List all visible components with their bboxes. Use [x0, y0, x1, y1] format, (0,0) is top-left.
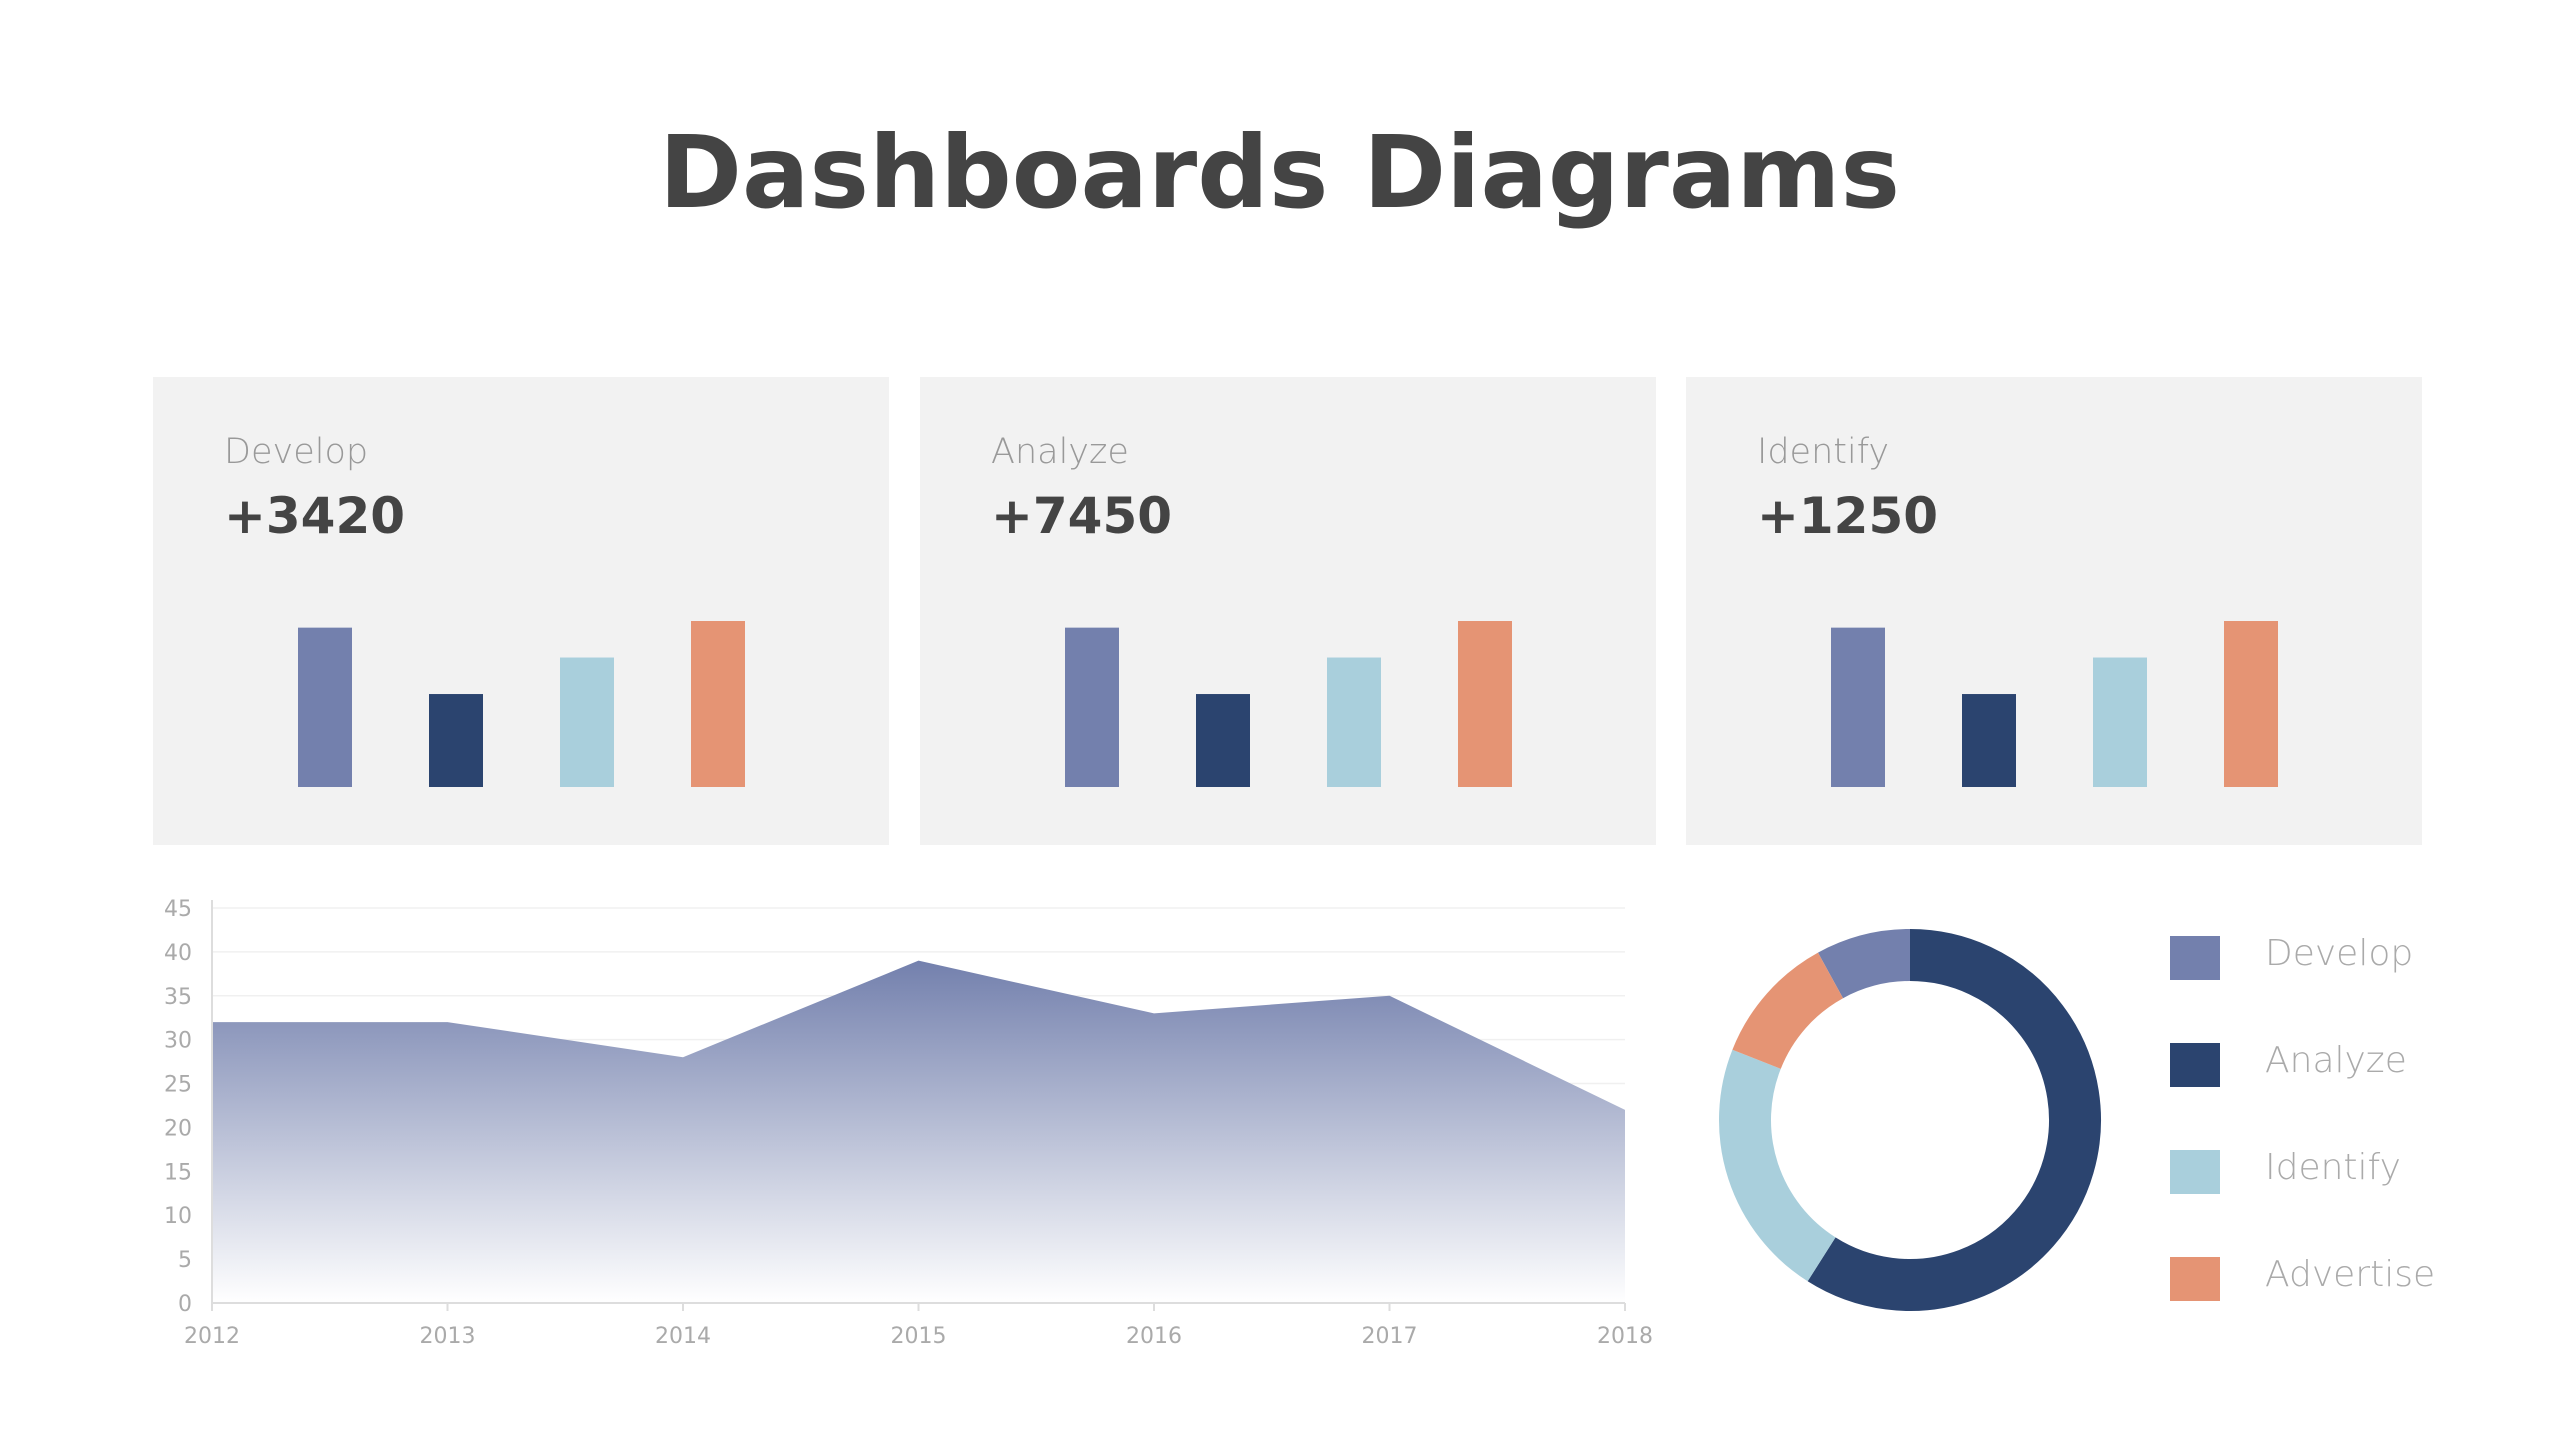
card-value: +3420 — [224, 487, 406, 545]
legend-swatch — [2170, 1150, 2220, 1194]
card-bar-advertise — [1458, 621, 1512, 787]
card-bar-chart — [298, 621, 745, 787]
donut-slice-develop — [1817, 929, 1911, 999]
y-tick-label: 10 — [164, 1204, 192, 1229]
card-bar-analyze — [1196, 694, 1250, 787]
x-tick-label: 2015 — [891, 1324, 947, 1349]
card-bar-identify — [1327, 657, 1381, 787]
legend-label: Identify — [2265, 1147, 2401, 1188]
card-bar-analyze — [429, 694, 483, 787]
legend-label: Analyze — [2265, 1040, 2407, 1081]
card-label: Develop — [224, 432, 369, 472]
legend-swatch — [2170, 1043, 2220, 1087]
y-tick-label: 15 — [164, 1160, 192, 1185]
y-tick-label: 40 — [164, 941, 192, 966]
legend-label: Advertise — [2265, 1254, 2436, 1295]
legend-item-analyze: Analyze — [2170, 1037, 2559, 1097]
donut-chart — [1719, 929, 2101, 1311]
donut-slice-identify — [1719, 1049, 1837, 1282]
legend-item-identify: Identify — [2170, 1144, 2559, 1204]
card-bar-chart — [1831, 621, 2278, 787]
card-bar-identify — [560, 657, 614, 787]
legend-swatch — [2170, 1257, 2220, 1301]
card-label: Analyze — [991, 432, 1129, 472]
card-label: Identify — [1757, 432, 1890, 472]
card-identify: Identify +1250 — [1686, 377, 2422, 845]
legend-label: Develop — [2265, 933, 2414, 974]
x-tick-label: 2013 — [420, 1324, 476, 1349]
donut-slice-advertise — [1732, 952, 1844, 1070]
page-title: Dashboards Diagrams — [658, 114, 1901, 231]
y-tick-label: 35 — [164, 985, 192, 1010]
card-develop: Develop +3420 — [153, 377, 889, 845]
area-chart: 0 5 10 15 20 25 30 35 40 45 2012 2013 2014 2015 2016 20… — [164, 897, 1653, 1349]
card-bar-develop — [1065, 627, 1119, 787]
card-bar-advertise — [691, 621, 745, 787]
y-tick-label: 5 — [178, 1248, 192, 1273]
donut-slice-analyze — [1807, 929, 2101, 1311]
y-tick-label: 25 — [164, 1073, 192, 1098]
x-tick-label: 2018 — [1597, 1324, 1653, 1349]
legend-swatch — [2170, 936, 2220, 980]
x-tick-label: 2017 — [1362, 1324, 1418, 1349]
card-value: +7450 — [991, 487, 1173, 545]
y-tick-label: 0 — [178, 1292, 192, 1317]
card-value: +1250 — [1757, 487, 1939, 545]
legend-item-advertise: Advertise — [2170, 1251, 2559, 1311]
x-tick-label: 2012 — [184, 1324, 240, 1349]
card-bar-advertise — [2224, 621, 2278, 787]
legend-item-develop: Develop — [2170, 930, 2559, 990]
y-tick-label: 45 — [164, 897, 192, 922]
x-tick-label: 2014 — [655, 1324, 711, 1349]
y-tick-label: 30 — [164, 1029, 192, 1054]
y-tick-label: 20 — [164, 1116, 192, 1141]
area-series — [212, 960, 1625, 1303]
card-bar-analyze — [1962, 694, 2016, 787]
card-bar-identify — [2093, 657, 2147, 787]
x-tick-label: 2016 — [1126, 1324, 1182, 1349]
card-bar-develop — [1831, 627, 1885, 787]
card-bar-chart — [1065, 621, 1512, 787]
card-bar-develop — [298, 627, 352, 787]
card-analyze: Analyze +7450 — [920, 377, 1656, 845]
